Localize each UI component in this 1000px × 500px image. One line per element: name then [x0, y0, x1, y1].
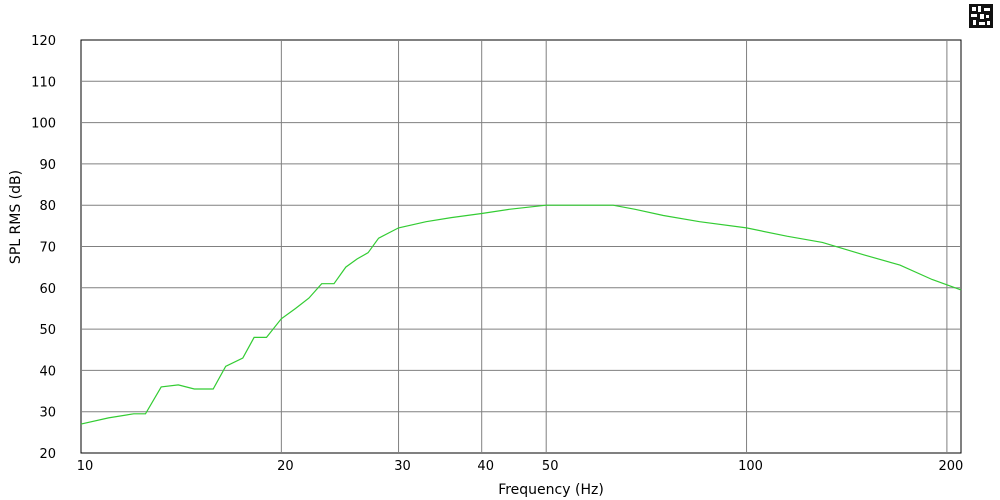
x-tick-label: 100 [738, 459, 763, 474]
y-tick-label: 30 [39, 406, 56, 421]
y-tick-label: 110 [31, 75, 56, 90]
x-tick-label: 200 [938, 459, 963, 474]
x-axis-title: Frequency (Hz) [498, 482, 604, 498]
y-tick-label: 80 [39, 199, 56, 214]
y-axis-title: SPL RMS (dB) [8, 170, 24, 264]
y-tick-label: 40 [39, 364, 56, 379]
corner-logo-icon [969, 4, 993, 28]
spl-response-line [80, 204, 962, 425]
x-tick-label: 50 [542, 459, 559, 474]
y-tick-label: 120 [31, 34, 56, 49]
y-tick-label: 20 [39, 447, 56, 462]
y-tick-label: 50 [39, 323, 56, 338]
y-tick-label: 60 [39, 282, 56, 297]
x-tick-label: 40 [477, 459, 494, 474]
series [80, 204, 962, 425]
grid [81, 40, 961, 453]
y-tick-label: 70 [39, 241, 56, 256]
x-tick-label: 30 [394, 459, 411, 474]
y-tick-label: 90 [39, 158, 56, 173]
x-tick-label: 10 [77, 459, 94, 474]
y-tick-label: 100 [31, 117, 56, 132]
x-tick-label: 20 [277, 459, 294, 474]
tick-labels: 20 30 40 50 60 70 80 90 100 110 120 10 20 30 40 50 100 20… [31, 34, 963, 474]
